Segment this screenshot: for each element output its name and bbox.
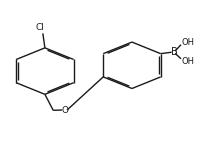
Text: OH: OH — [182, 38, 195, 47]
Text: Cl: Cl — [35, 23, 44, 32]
Text: OH: OH — [182, 57, 195, 66]
Text: O: O — [61, 106, 68, 115]
Text: B: B — [171, 47, 177, 57]
